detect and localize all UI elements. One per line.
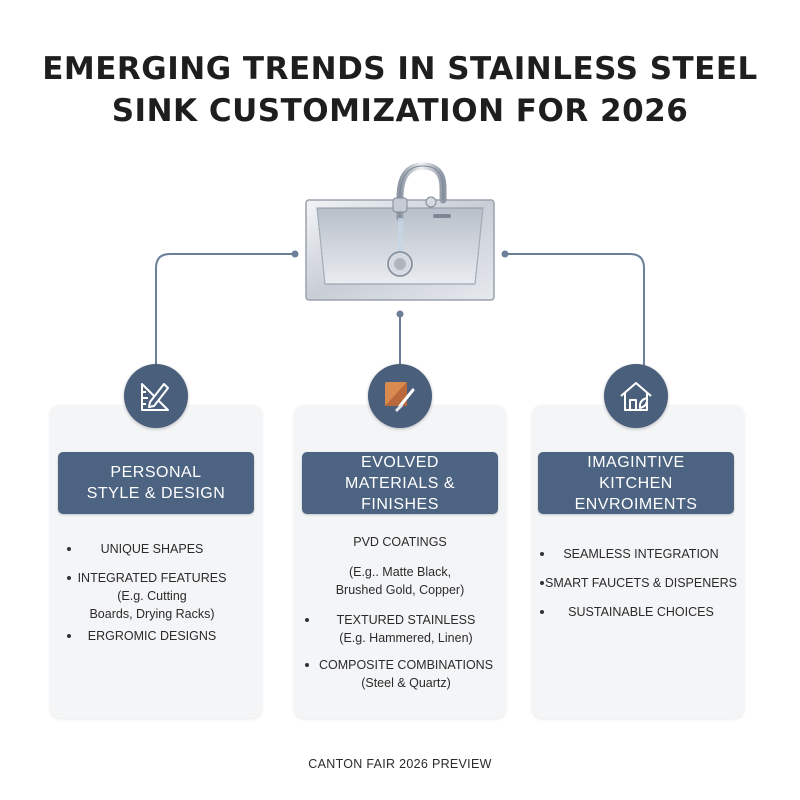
bullet xyxy=(305,618,309,622)
bullet xyxy=(305,663,309,667)
title-line-2: SINK CUSTOMIZATION FOR 2026 xyxy=(111,93,689,129)
list-item: PVD COATINGS xyxy=(353,535,447,549)
footer-caption: CANTON FAIR 2026 PREVIEW xyxy=(308,757,492,771)
header-line: FINISHES xyxy=(361,495,439,513)
header-line: PERSONAL xyxy=(110,464,202,481)
list-item: INTEGRATED FEATURES (E.g. Cutting Boards… xyxy=(77,571,227,621)
page-title: EMERGING TRENDS IN STAINLESS STEEL SINK … xyxy=(0,48,800,132)
list-item: UNIQUE SHAPES xyxy=(100,542,204,556)
bullet xyxy=(540,552,544,556)
bullet xyxy=(540,581,544,585)
bullet xyxy=(540,610,544,614)
connector-dot-center xyxy=(396,310,404,318)
header-line: IMAGINTIVE xyxy=(587,453,685,471)
connector-left xyxy=(155,253,295,372)
list-item: TEXTURED STAINLESS (E.g. Hammered, Linen… xyxy=(336,613,476,645)
bullet xyxy=(67,576,71,580)
connector-dot-right xyxy=(501,250,509,258)
header-line: STYLE & DESIGN xyxy=(86,485,226,502)
list-item: ERGROMIC DESIGNS xyxy=(87,629,217,643)
list-item: (E.g.. Matte Black, Brushed Gold, Copper… xyxy=(335,565,465,597)
header-line: MATERIALS & xyxy=(344,474,456,492)
header-kitchen-environments: IMAGINTIVE KITCHEN ENVROIMENTS xyxy=(538,452,734,514)
list-item: SMART FAUCETS & DISPENERS xyxy=(545,576,737,590)
connector-right xyxy=(505,253,645,372)
list-item: COMPOSITE COMBINATIONS (Steel & Quartz) xyxy=(318,658,494,690)
eco-house-icon xyxy=(604,364,668,428)
stainless-steel-sink-icon xyxy=(305,158,495,308)
connector-dot-left xyxy=(291,250,299,258)
list-item: SUSTAINABLE CHOICES xyxy=(568,605,714,619)
header-line: EVOLVED xyxy=(361,453,439,471)
bullet xyxy=(67,547,71,551)
list-item: SEAMLESS INTEGRATION xyxy=(563,547,719,561)
header-personal-style: PERSONAL STYLE & DESIGN xyxy=(58,452,254,514)
material-swatch-brush-icon xyxy=(368,364,432,428)
bullet xyxy=(67,634,71,638)
header-evolved-materials: EVOLVED MATERIALS & FINISHES xyxy=(302,452,498,514)
ruler-pencil-icon xyxy=(124,364,188,428)
header-line: KITCHEN ENVROIMENTS xyxy=(574,474,698,513)
title-line-1: EMERGING TRENDS IN STAINLESS STEEL xyxy=(42,51,758,87)
